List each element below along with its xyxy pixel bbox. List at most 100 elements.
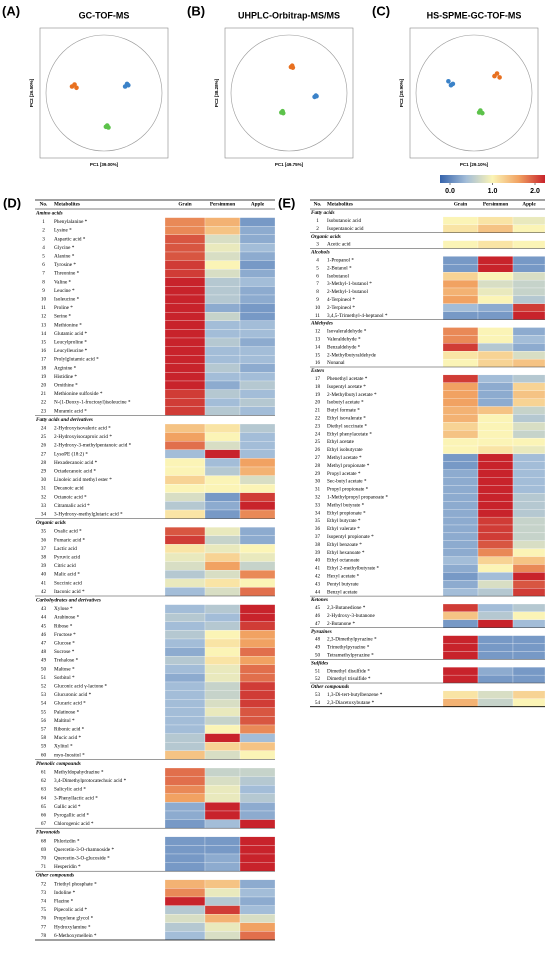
row-number: 2: [316, 226, 319, 232]
metabolite-name: Propylene glycol *: [54, 916, 94, 922]
metabolite-name: 3-Methyl-1-butanol *: [327, 281, 372, 287]
x-axis-label: PC1 [49.75%]: [275, 162, 304, 167]
point: [74, 85, 79, 91]
heatmap-cell: [512, 516, 546, 526]
heatmap-cell: [239, 905, 276, 915]
metabolite-name: 3,4,5-Trimethyl-4-heptanol *: [327, 313, 388, 319]
heatmap-cell: [442, 422, 479, 431]
heatmap-cell: [442, 398, 479, 407]
heatmap-cell: [477, 477, 514, 486]
heatmap-cell: [512, 588, 546, 597]
row-number: 40: [315, 558, 321, 564]
row-number: 24: [315, 431, 321, 437]
metabolite-name: Hexadecanoic acid *: [54, 460, 98, 466]
heatmap-cell: [204, 466, 241, 476]
heatmap-cell: [442, 279, 479, 289]
heatmap-cell: [239, 286, 276, 296]
heatmap-cell: [442, 390, 479, 399]
heatmap-cell: [512, 493, 546, 502]
heatmap-cell: [512, 556, 546, 565]
row-number: 68: [41, 838, 47, 844]
y-axis-label: PC2 [38.28%]: [214, 78, 219, 107]
heatmap-cell: [164, 922, 206, 932]
heatmap-cell: [512, 698, 546, 707]
heatmap-cell: [239, 475, 276, 485]
heatmap-cell: [477, 430, 514, 439]
metabolite-name: 3,4-Dimethylprotocatechuic acid *: [54, 778, 127, 784]
heatmap-cell: [442, 469, 479, 478]
heatmap-cell: [239, 742, 276, 751]
column-header: No.: [314, 202, 322, 208]
heatmap-cell: [239, 226, 276, 235]
heatmap-cell: [477, 264, 514, 273]
row-number: 37: [41, 546, 47, 552]
heatmap-cell: [442, 698, 479, 707]
row-number: 28: [41, 460, 47, 466]
row-number: 1: [42, 219, 45, 225]
heatmap-cell: [239, 776, 276, 786]
heatmap-cell: [164, 346, 206, 356]
heatmap-cell: [512, 216, 546, 225]
metabolite-name: 1-Methylpropyl propanoate *: [327, 495, 388, 501]
row-number: 77: [41, 924, 47, 930]
metabolite-name: Leucine *: [54, 288, 75, 294]
row-number: 49: [315, 645, 321, 651]
heatmap-cell: [442, 453, 479, 462]
heatmap-cell: [204, 699, 241, 708]
metabolite-name: Histidine *: [54, 374, 77, 380]
metabolite-name: Maltitol *: [54, 718, 75, 724]
row-number: 58: [41, 735, 47, 741]
group-label: Alcohols: [310, 250, 330, 256]
row-number: 32: [315, 495, 321, 501]
heatmap-cell: [204, 604, 241, 614]
metabolite-name: Quercetin-3-O-rhamnoside *: [54, 847, 114, 853]
heatmap-cell: [164, 398, 206, 407]
group-label: Other compounds: [36, 873, 74, 879]
metabolite-name: Lysine *: [54, 228, 72, 234]
heatmap-cell: [204, 681, 241, 691]
heatmap-cell: [512, 532, 546, 541]
heatmap-cell: [204, 329, 241, 339]
panel-label: (E): [278, 195, 295, 210]
heatmap-cell: [239, 914, 276, 923]
metabolite-name: Benzyl acetate: [327, 589, 358, 595]
heatmap-cell: [164, 320, 206, 330]
heatmap-cell: [204, 914, 241, 923]
heatmap-cell: [204, 638, 241, 648]
heatmap-cell: [477, 311, 514, 320]
row-number: 4: [42, 245, 45, 251]
heatmap-cell: [442, 240, 479, 249]
metabolite-name: Muramic acid *: [54, 408, 87, 414]
heatmap-cell: [477, 343, 514, 352]
plot-frame: [224, 27, 354, 159]
heatmap-cell: [204, 716, 241, 726]
heatmap-cell: [239, 441, 276, 450]
heatmap-cell: [512, 256, 546, 265]
heatmap-cell: [164, 587, 206, 597]
metabolite-name: Serine *: [54, 314, 72, 320]
metabolite-name: 2,3-Dimethylpyrazine *: [327, 637, 377, 643]
heatmap-cell: [477, 327, 514, 336]
row-number: 5: [316, 265, 319, 271]
heatmap-cell: [164, 234, 206, 244]
heatmap-cell: [512, 619, 546, 628]
column-header: Metabolites: [327, 202, 353, 208]
heatmap-cell: [239, 509, 276, 519]
heatmap-cell: [204, 441, 241, 450]
metabolite-name: Isobutanoic acid: [327, 218, 362, 224]
heatmap-cell: [164, 707, 206, 717]
heatmap-cell: [477, 532, 514, 541]
heatmap-cell: [442, 343, 479, 352]
heatmap-cell: [442, 674, 479, 684]
metabolite-name: Sorbitol *: [54, 675, 75, 681]
metabolite-name: Phlorizdin *: [54, 838, 80, 844]
heatmap-cell: [239, 303, 276, 313]
heatmap-cell: [477, 240, 514, 249]
heatmap-cell: [239, 449, 276, 459]
metabolite-name: Valeraldehyde *: [327, 337, 361, 343]
heatmap-cell: [239, 294, 276, 304]
heatmap-cell: [164, 372, 206, 382]
row-number: 39: [315, 550, 321, 556]
colorbar-tick-label: 0.0: [445, 188, 455, 195]
heatmap-cell: [512, 343, 546, 352]
